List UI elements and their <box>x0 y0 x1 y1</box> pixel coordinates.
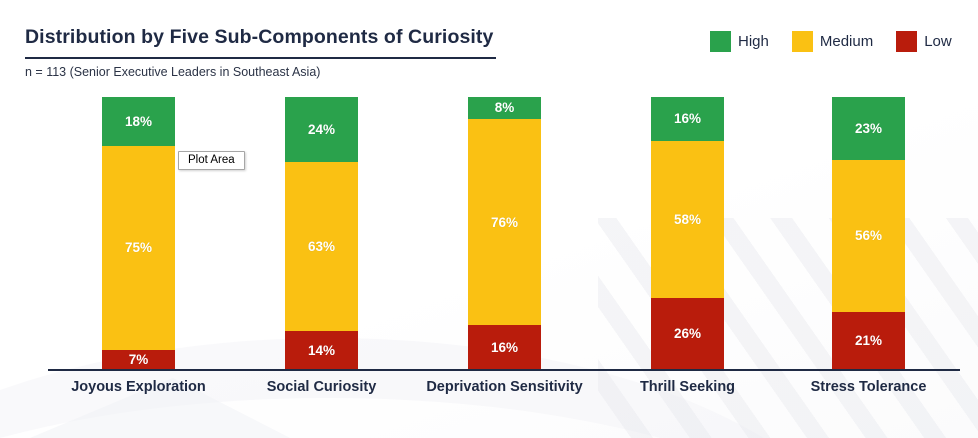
legend-item-low[interactable]: Low <box>896 31 952 52</box>
plot-area-tooltip: Plot Area <box>178 151 245 170</box>
legend-label: Low <box>924 33 952 50</box>
segment-low-deprivation-sensitivity[interactable]: 16% <box>468 325 541 369</box>
segment-value-label: 16% <box>673 111 702 127</box>
legend-swatch-medium <box>791 31 813 52</box>
tooltip-label: Plot Area <box>188 154 235 166</box>
legend-swatch-low <box>896 31 918 52</box>
segment-low-social-curiosity[interactable]: 14% <box>285 331 358 369</box>
legend: High Medium Low <box>710 31 952 52</box>
bar-social-curiosity[interactable]: 24% 63% 14% <box>285 97 358 369</box>
segment-value-label: 8% <box>494 100 515 116</box>
segment-medium-stress-tolerance[interactable]: 56% <box>832 159 905 312</box>
legend-label: High <box>738 33 769 50</box>
legend-item-medium[interactable]: Medium <box>791 31 874 52</box>
bar-thrill-seeking[interactable]: 16% 58% 26% <box>651 97 724 369</box>
segment-value-label: 76% <box>490 214 519 230</box>
segment-high-deprivation-sensitivity[interactable]: 8% <box>468 97 541 119</box>
title-underline <box>25 57 496 59</box>
bar-deprivation-sensitivity[interactable]: 8% 76% 16% <box>468 97 541 369</box>
legend-item-high[interactable]: High <box>710 31 769 52</box>
segment-high-joyous-exploration[interactable]: 18% <box>102 97 175 146</box>
category-label-stress-tolerance: Stress Tolerance <box>810 379 927 395</box>
segment-medium-joyous-exploration[interactable]: 75% <box>102 145 175 350</box>
segment-low-stress-tolerance[interactable]: 21% <box>832 311 905 369</box>
segment-value-label: 58% <box>673 211 702 227</box>
segment-medium-social-curiosity[interactable]: 63% <box>285 161 358 332</box>
bar-stress-tolerance[interactable]: 23% 56% 21% <box>832 97 905 369</box>
category-label-social-curiosity: Social Curiosity <box>266 379 377 395</box>
legend-label: Medium <box>819 33 874 50</box>
segment-value-label: 23% <box>854 120 883 136</box>
segment-medium-deprivation-sensitivity[interactable]: 76% <box>468 118 541 326</box>
chart-subtitle: n = 113 (Senior Executive Leaders in Sou… <box>25 65 321 79</box>
segment-high-thrill-seeking[interactable]: 16% <box>651 97 724 141</box>
segment-value-label: 63% <box>307 238 336 254</box>
chart-title: Distribution by Five Sub-Components of C… <box>25 26 494 48</box>
segment-value-label: 26% <box>673 326 702 342</box>
category-label-joyous-exploration: Joyous Exploration <box>71 379 206 395</box>
segment-low-thrill-seeking[interactable]: 26% <box>651 298 724 369</box>
segment-value-label: 56% <box>854 228 883 244</box>
bar-joyous-exploration[interactable]: 18% 75% 7% <box>102 97 175 369</box>
legend-swatch-high <box>710 31 731 52</box>
segment-value-label: 7% <box>128 351 149 367</box>
x-axis-line <box>48 369 960 371</box>
segment-value-label: 24% <box>307 121 336 137</box>
segment-value-label: 14% <box>307 342 336 358</box>
segment-high-social-curiosity[interactable]: 24% <box>285 97 358 162</box>
segment-high-stress-tolerance[interactable]: 23% <box>832 97 905 160</box>
category-label-thrill-seeking: Thrill Seeking <box>639 379 736 395</box>
segment-low-joyous-exploration[interactable]: 7% <box>102 349 175 369</box>
segment-value-label: 21% <box>854 332 883 348</box>
segment-value-label: 75% <box>124 240 153 256</box>
category-label-deprivation-sensitivity: Deprivation Sensitivity <box>426 379 583 395</box>
segment-medium-thrill-seeking[interactable]: 58% <box>651 140 724 299</box>
segment-value-label: 18% <box>124 113 153 129</box>
segment-value-label: 16% <box>490 339 519 355</box>
